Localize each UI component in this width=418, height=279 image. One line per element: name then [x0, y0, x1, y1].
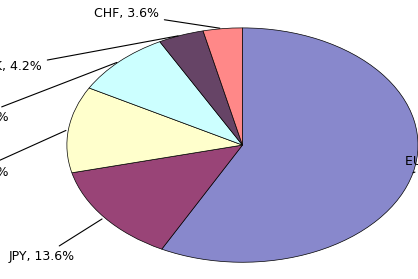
- Wedge shape: [72, 145, 242, 249]
- Text: CHF, 3.6%: CHF, 3.6%: [94, 8, 220, 28]
- Wedge shape: [160, 31, 242, 145]
- Wedge shape: [162, 28, 418, 262]
- Wedge shape: [203, 28, 242, 145]
- Wedge shape: [67, 88, 242, 173]
- Wedge shape: [89, 42, 242, 145]
- Text: SEK, 4.2%: SEK, 4.2%: [0, 36, 178, 73]
- Text: EUR, 57.6%: EUR, 57.6%: [405, 155, 418, 173]
- Text: GBP, 11.9%: GBP, 11.9%: [0, 131, 66, 179]
- Text: JPY, 13.6%: JPY, 13.6%: [9, 219, 102, 263]
- Text: CAD, 9.1%: CAD, 9.1%: [0, 62, 117, 124]
